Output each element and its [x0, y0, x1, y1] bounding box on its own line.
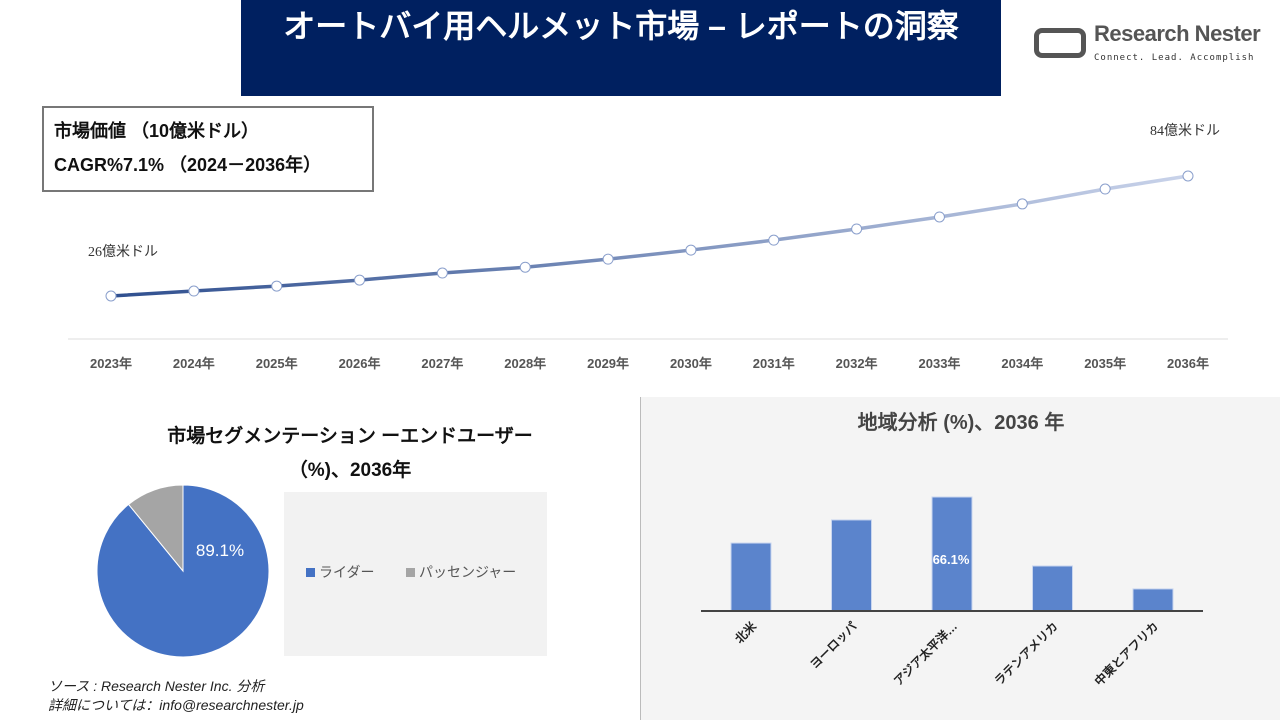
series-line	[110, 174, 1189, 298]
regional-panel: 地域分析 (%)、2036 年 北米 ヨーロッパ アジア太平洋… ラテンアメリカ 中東と…	[640, 397, 1280, 720]
data-point	[602, 253, 614, 265]
x-tick-label: ヨーロッパ	[807, 619, 859, 671]
x-tick-label: 2032年	[836, 356, 878, 371]
bar	[730, 542, 772, 612]
x-tick-label: 2024年	[173, 356, 215, 371]
bar	[831, 519, 872, 612]
source-line: ソース : Research Nester Inc. 分析	[48, 678, 265, 694]
legend-label: ライダー	[319, 564, 375, 580]
bar	[1132, 588, 1174, 612]
source-note: ソース : Research Nester Inc. 分析 詳細については：in…	[48, 677, 304, 715]
pie-title: 市場セグメンテーション ーエンドユーザー（%)、2036年	[167, 426, 533, 481]
x-tick-label: 2023年	[90, 356, 132, 371]
data-point	[436, 267, 448, 279]
pie-slice	[127, 484, 184, 573]
line-chart: 2023年 2024年 2025年 2026年 2027年 2028年 2029年 2030年…	[68, 170, 1228, 371]
bar-title: 地域分析 (%)、2036 年	[857, 412, 1065, 434]
legend-swatch	[306, 567, 315, 577]
logo: Research Nester Connect. Lead. Accomplis…	[1034, 22, 1274, 68]
x-tick-label: 2033年	[919, 356, 961, 371]
data-point	[271, 280, 283, 292]
logo-tagline: Connect. Lead. Accomplish	[1094, 53, 1255, 63]
pie-chart: 89.1%	[96, 484, 270, 658]
x-tick-label: 2034年	[1001, 356, 1043, 371]
end-value-label: 84億米ドル	[1150, 124, 1220, 139]
data-point	[519, 261, 531, 273]
x-tick-label: 中東とアフリカ	[1091, 619, 1161, 689]
x-tick-label: 北米	[732, 618, 760, 646]
x-tick-label: 2031年	[753, 356, 795, 371]
x-tick-label: 2029年	[587, 356, 629, 371]
pie-legend: ライダー パッセンジャー	[284, 492, 547, 656]
data-point	[188, 285, 200, 297]
x-tick-label: 2035年	[1084, 356, 1126, 371]
x-tick-label: アジア太平洋…	[890, 619, 960, 689]
x-tick-label: 2026年	[339, 356, 381, 371]
x-tick-label: 2028年	[504, 356, 546, 371]
x-tick-label: 2036年	[1167, 356, 1209, 371]
data-point	[851, 223, 863, 235]
bar-data-label: 66.1%	[933, 552, 970, 567]
pie-data-label: 89.1%	[196, 541, 244, 560]
logo-icon	[1034, 28, 1086, 58]
logo-name: Research Nester	[1094, 21, 1261, 46]
bar	[931, 496, 973, 612]
data-point	[105, 290, 117, 302]
data-point	[1182, 170, 1194, 182]
legend-item-passenger: パッセンジャー	[406, 564, 516, 580]
cagr-label: CAGR%7.1% （2024－2036年）	[54, 155, 322, 175]
kpi-box: 市場価値 （10億米ドル） CAGR%7.1% （2024－2036年）	[42, 106, 374, 192]
x-tick-label: 2027年	[421, 356, 463, 371]
x-tick-label: ラテンアメリカ	[992, 619, 1061, 688]
x-tick-label: 2030年	[670, 356, 712, 371]
start-value-label: 26億米ドル	[88, 245, 158, 260]
data-point	[1099, 183, 1111, 195]
contact-line: 詳細については：info@researchnester.jp	[48, 697, 304, 713]
x-tick-label: 2025年	[256, 356, 298, 371]
data-point	[685, 244, 697, 256]
data-point	[768, 234, 780, 246]
legend-label: パッセンジャー	[419, 564, 517, 580]
data-point	[1016, 198, 1028, 210]
page-title: オートバイ用ヘルメット市場 – レポートの洞察	[241, 0, 1001, 96]
bar	[1032, 565, 1073, 612]
legend-swatch	[406, 567, 415, 577]
market-value-label: 市場価値 （10億米ドル）	[54, 121, 260, 141]
data-point	[933, 211, 945, 223]
legend-item-rider: ライダー	[306, 564, 374, 580]
bar-chart: 北米 ヨーロッパ アジア太平洋… ラテンアメリカ 中東とアフリカ 66.1%	[701, 496, 1203, 689]
data-point	[354, 274, 366, 286]
